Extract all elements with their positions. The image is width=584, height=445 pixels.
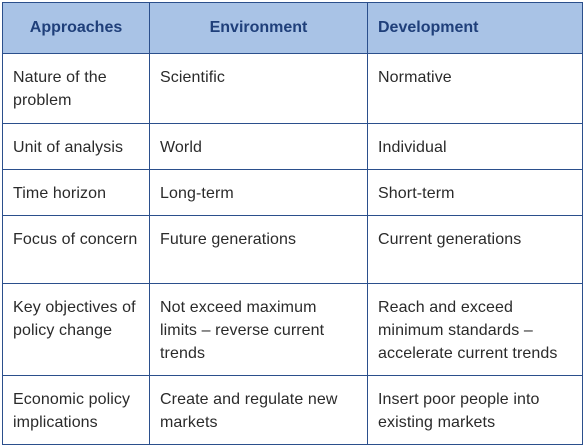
table-row: Economic policy implications Create and …	[3, 376, 583, 445]
table-header-row: Approaches Environment Development	[3, 3, 583, 54]
table-row: Unit of analysis World Individual	[3, 124, 583, 170]
development-cell: Individual	[368, 124, 583, 170]
row-label: Time horizon	[3, 170, 150, 216]
row-label: Key objectives of policy change	[3, 284, 150, 376]
row-label: Focus of concern	[3, 216, 150, 284]
environment-cell: Not exceed maximum limits – reverse curr…	[150, 284, 368, 376]
development-cell: Short-term	[368, 170, 583, 216]
development-cell: Current generations	[368, 216, 583, 284]
row-label: Economic policy implications	[3, 376, 150, 445]
table-row: Nature of the problem Scientific Normati…	[3, 54, 583, 124]
header-approaches: Approaches	[3, 3, 150, 54]
environment-cell: Future generations	[150, 216, 368, 284]
environment-cell: Scientific	[150, 54, 368, 124]
row-label: Nature of the problem	[3, 54, 150, 124]
development-cell: Insert poor people into existing markets	[368, 376, 583, 445]
development-cell: Reach and exceed minimum standards – acc…	[368, 284, 583, 376]
table-row: Time horizon Long-term Short-term	[3, 170, 583, 216]
development-cell: Normative	[368, 54, 583, 124]
environment-cell: World	[150, 124, 368, 170]
environment-cell: Create and regulate new markets	[150, 376, 368, 445]
header-development: Development	[368, 3, 583, 54]
table-row: Focus of concern Future generations Curr…	[3, 216, 583, 284]
header-environment: Environment	[150, 3, 368, 54]
environment-cell: Long-term	[150, 170, 368, 216]
table-row: Key objectives of policy change Not exce…	[3, 284, 583, 376]
row-label: Unit of analysis	[3, 124, 150, 170]
